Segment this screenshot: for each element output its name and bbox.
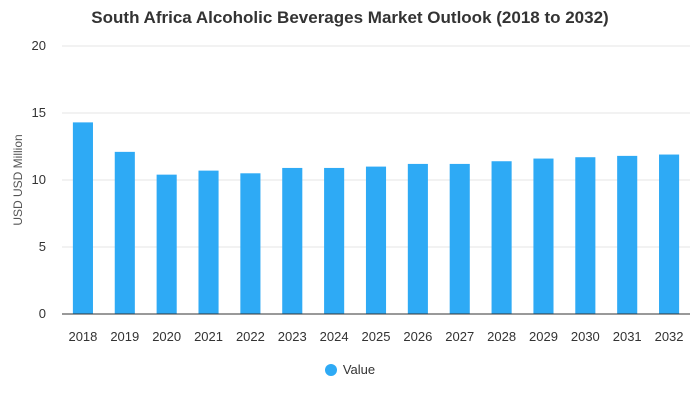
x-tick-label: 2020 [152, 329, 181, 344]
bar-2018[interactable] [72, 122, 93, 314]
x-axis-ticks: 2018 2019 2020 2021 2022 2023 2024 2025 2026 2027… [68, 329, 683, 344]
chart-title: South Africa Alcoholic Beverages Market … [91, 8, 609, 27]
x-tick-label: 2028 [487, 329, 516, 344]
x-tick-label: 2018 [68, 329, 97, 344]
y-tick-label: 0 [39, 306, 46, 321]
y-axis-ticks: 0 5 10 15 20 [32, 38, 46, 321]
x-tick-label: 2031 [613, 329, 642, 344]
x-tick-label: 2025 [362, 329, 391, 344]
x-tick-label: 2029 [529, 329, 558, 344]
bar-2024[interactable] [324, 167, 345, 314]
bar-2028[interactable] [491, 161, 512, 314]
y-tick-label: 5 [39, 239, 46, 254]
legend-label: Value [342, 362, 376, 377]
bar-2023[interactable] [282, 167, 303, 314]
bar-2032[interactable] [659, 154, 680, 314]
y-tick-label: 10 [32, 172, 46, 187]
x-tick-label: 2022 [236, 329, 265, 344]
bar-2021[interactable] [198, 170, 219, 314]
x-tick-label: 2021 [194, 329, 223, 344]
y-axis-label: USD USD Million [11, 134, 25, 225]
bar-2020[interactable] [156, 174, 177, 314]
bar-2019[interactable] [114, 151, 135, 314]
legend-swatch-icon [324, 363, 337, 376]
bar-2022[interactable] [240, 173, 261, 314]
x-tick-label: 2032 [655, 329, 684, 344]
x-tick-label: 2027 [445, 329, 474, 344]
bar-2025[interactable] [365, 166, 387, 314]
bar-2029[interactable] [533, 158, 554, 314]
y-tick-label: 15 [32, 105, 46, 120]
x-tick-label: 2026 [403, 329, 432, 344]
x-tick-label: 2024 [320, 329, 349, 344]
bars [72, 122, 680, 314]
x-tick-label: 2019 [110, 329, 139, 344]
bar-2026[interactable] [407, 163, 428, 314]
bar-2031[interactable] [617, 155, 638, 314]
bar-2030[interactable] [575, 157, 596, 314]
x-tick-label: 2023 [278, 329, 307, 344]
bar-2027[interactable] [449, 163, 470, 314]
y-tick-label: 20 [32, 38, 46, 53]
legend[interactable]: Value [0, 362, 700, 377]
x-tick-label: 2030 [571, 329, 600, 344]
